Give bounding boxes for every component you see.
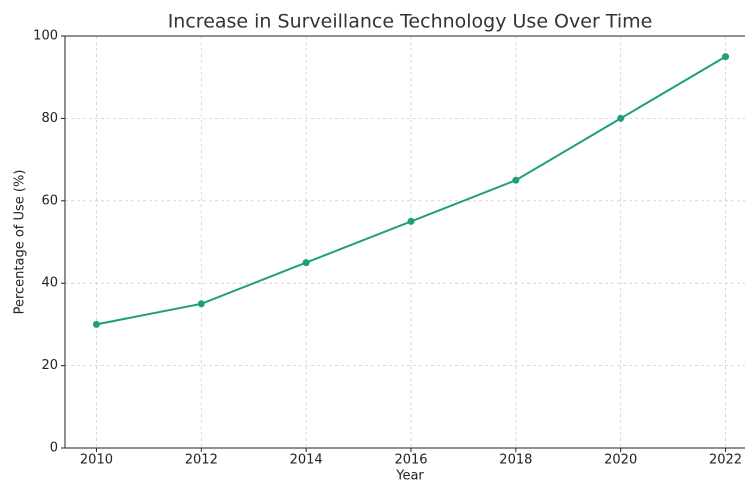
- x-tick-label: 2016: [394, 453, 427, 468]
- data-point: [407, 217, 415, 225]
- data-point: [302, 259, 310, 267]
- y-tick-label: 60: [41, 193, 58, 208]
- y-tick-label: 100: [33, 29, 58, 44]
- x-tick-label: 2014: [290, 453, 323, 468]
- y-tick-label: 20: [41, 358, 58, 373]
- x-tick-label: 2010: [80, 453, 113, 468]
- x-tick-label: 2022: [709, 453, 742, 468]
- y-axis-label: Percentage of Use (%): [13, 170, 28, 315]
- y-tick-label: 0: [50, 441, 58, 456]
- data-point: [92, 320, 100, 328]
- y-tick-label: 40: [41, 276, 58, 291]
- x-tick-label: 2020: [604, 453, 637, 468]
- y-tick-label: 80: [41, 111, 58, 126]
- data-point: [197, 300, 205, 308]
- axes-frame: [64, 36, 745, 449]
- x-tick-label: 2018: [499, 453, 532, 468]
- x-axis-label: Year: [395, 469, 424, 482]
- data-point: [617, 114, 625, 122]
- data-point: [722, 53, 730, 61]
- chart-title: Increase in Surveillance Technology Use …: [168, 11, 653, 33]
- data-point: [512, 176, 520, 184]
- x-tick-label: 2012: [185, 453, 218, 468]
